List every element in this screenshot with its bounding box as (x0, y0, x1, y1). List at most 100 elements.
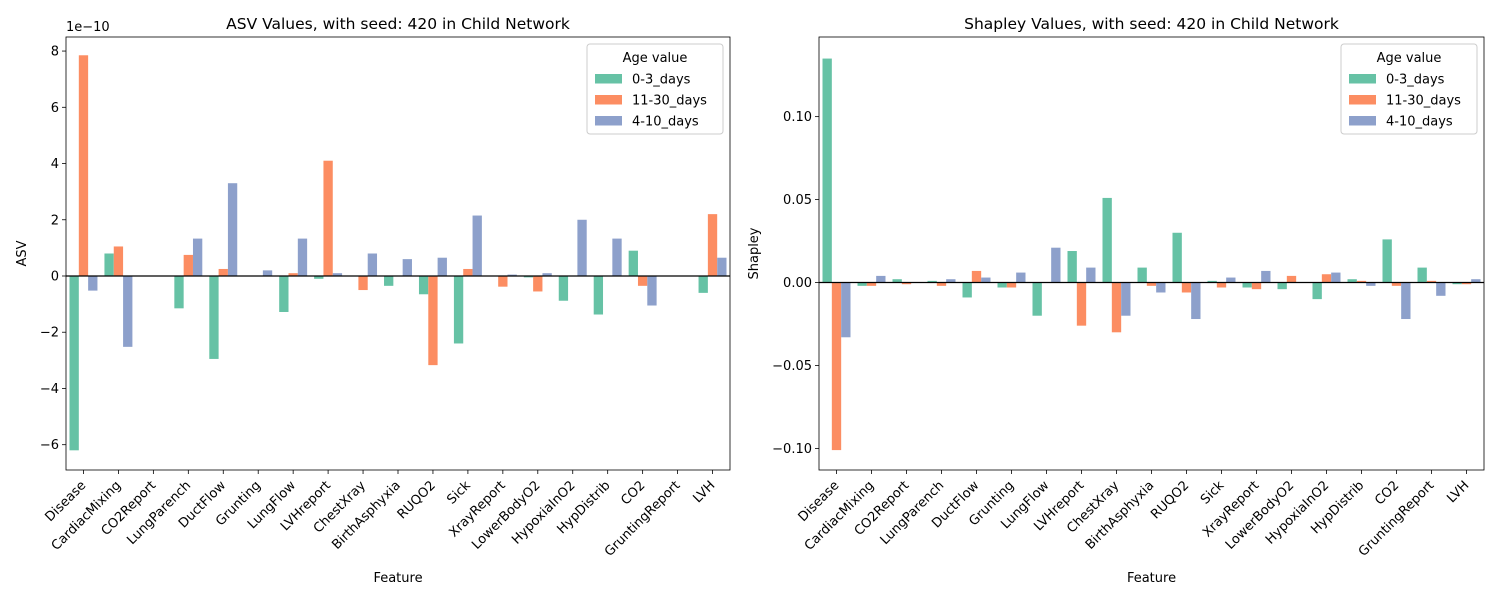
bar-4-10_days-CO2 (647, 275, 657, 306)
legend-label: 11-30_days (1386, 94, 1461, 109)
legend-swatch-4-10_days (1349, 116, 1376, 126)
legend-box (586, 43, 724, 135)
chart-panel-1: −6−4−202468DiseaseCardiacMixingCO2Report… (15, 15, 731, 586)
bar-0-3_days-LVHreport (1067, 251, 1077, 283)
bar-11-30_days-DuctFlow (218, 268, 228, 276)
bar-0-3_days-LungFlow (279, 275, 289, 312)
bar-4-10_days-HypoxiaInO2 (577, 219, 587, 276)
bar-11-30_days-CardiacMixing (866, 282, 877, 286)
bar-0-3_days-CardiacMixing (857, 282, 867, 286)
x-tick-label: Sick (1198, 478, 1228, 508)
x-tick-label: RUQO2 (395, 478, 439, 522)
bar-0-3_days-HypDistrib (593, 275, 604, 315)
y-tick-label: 6 (51, 101, 59, 116)
bar-11-30_days-CO2 (1391, 282, 1402, 286)
bar-4-10_days-HypDistrib (612, 238, 622, 276)
y-tick-label: 0.10 (783, 110, 812, 125)
bar-11-30_days-CardiacMixing (113, 246, 124, 276)
legend-swatch-0-3_days (595, 74, 622, 84)
bar-0-3_days-XrayReport (1242, 282, 1252, 288)
y-tick-label: −4 (40, 382, 59, 397)
bar-11-30_days-LungParench (936, 282, 947, 286)
bar-0-3_days-DuctFlow (962, 282, 972, 298)
legend-title: Age value (1377, 51, 1442, 66)
bar-4-10_days-XrayReport (1261, 270, 1271, 283)
bar-0-3_days-RUQO2 (1172, 232, 1182, 283)
bar-11-30_days-LowerBodyO2 (1286, 275, 1297, 283)
bar-0-3_days-LungParench (174, 275, 184, 309)
bar-4-10_days-BirthAsphyxia (1156, 282, 1166, 293)
bar-0-3_days-Sick (453, 275, 464, 344)
bar-11-30_days-LVHreport (323, 160, 333, 276)
y-tick-label: −6 (40, 438, 59, 453)
y-axis-label: ASV (15, 240, 30, 266)
bar-0-3_days-Grunting (997, 282, 1007, 288)
bar-4-10_days-LowerBodyO2 (542, 273, 552, 276)
bar-11-30_days-DuctFlow (971, 270, 982, 283)
chart-title: Shapley Values, with seed: 420 in Child … (964, 15, 1339, 33)
bar-11-30_days-XrayReport (1251, 282, 1262, 290)
x-tick-label: LVH (1444, 478, 1472, 506)
bar-11-30_days-LowerBodyO2 (533, 275, 543, 292)
bar-11-30_days-HypDistrib (1356, 280, 1367, 283)
bar-11-30_days-Grunting (1006, 282, 1017, 288)
bar-4-10_days-CardiacMixing (123, 275, 133, 347)
bar-0-3_days-LVH (1452, 282, 1462, 285)
x-tick-label: LVH (690, 478, 718, 506)
bar-4-10_days-CardiacMixing (876, 275, 886, 283)
bar-11-30_days-CO2 (637, 275, 648, 286)
x-tick-label: CO2 (618, 478, 648, 508)
bar-11-30_days-LungFlow (288, 273, 298, 276)
bar-11-30_days-Sick (463, 268, 473, 276)
bar-0-3_days-ChestXray (1102, 197, 1112, 283)
bar-0-3_days-LowerBodyO2 (1277, 282, 1287, 290)
axis-scale-label: 1e−10 (66, 20, 110, 35)
bar-0-3_days-HypDistrib (1347, 279, 1357, 283)
legend: Age value 0-3_days 11-30_days 4-10_days (586, 43, 724, 135)
bar-4-10_days-Sick (1226, 277, 1236, 283)
bar-4-10_days-LungFlow (1051, 247, 1061, 283)
legend-title: Age value (623, 51, 688, 66)
bar-0-3_days-HypoxiaInO2 (558, 275, 569, 301)
bar-4-10_days-HypDistrib (1366, 282, 1376, 286)
bar-11-30_days-RUQO2 (428, 275, 438, 366)
y-tick-label: 4 (51, 157, 59, 172)
bar-4-10_days-LVH (1471, 279, 1481, 283)
bar-11-30_days-LungParench (183, 254, 193, 276)
bar-4-10_days-GruntingReport (1436, 282, 1446, 296)
y-tick-label: −0.10 (772, 442, 812, 457)
legend-swatch-4-10_days (595, 116, 622, 126)
bar-11-30_days-Disease (78, 55, 89, 276)
bar-0-3_days-LVH (698, 275, 708, 293)
legend-label: 4-10_days (1386, 115, 1453, 130)
bar-0-3_days-BirthAsphyxia (384, 275, 394, 286)
y-tick-label: −0.05 (772, 359, 812, 374)
x-tick-label: CO2 (1372, 478, 1402, 508)
bar-11-30_days-ChestXray (358, 275, 368, 291)
bar-4-10_days-CO2 (1401, 282, 1411, 320)
legend-swatch-0-3_days (1349, 74, 1376, 84)
bar-4-10_days-RUQO2 (437, 257, 447, 276)
bar-11-30_days-ChestXray (1111, 282, 1122, 333)
bar-0-3_days-HypoxiaInO2 (1312, 282, 1322, 300)
legend-label: 0-3_days (1386, 73, 1445, 88)
y-tick-label: 2 (51, 213, 59, 228)
bar-0-3_days-LungParench (927, 280, 937, 283)
bar-11-30_days-Disease (831, 282, 842, 451)
chart-panel-2: −0.10−0.050.000.050.10DiseaseCardiacMixi… (747, 15, 1485, 586)
y-axis-label: Shapley (747, 227, 762, 279)
bar-11-30_days-Sick (1216, 282, 1227, 288)
x-axis-label: Feature (1127, 571, 1176, 586)
bar-0-3_days-CO2 (1382, 239, 1392, 283)
bar-0-3_days-GruntingReport (1417, 267, 1427, 283)
bar-4-10_days-HypoxiaInO2 (1331, 272, 1341, 283)
legend-label: 4-10_days (632, 115, 699, 130)
bar-4-10_days-LVHreport (332, 273, 343, 276)
y-tick-label: 0 (51, 269, 59, 284)
bar-0-3_days-RUQO2 (418, 275, 429, 295)
bar-0-3_days-BirthAsphyxia (1137, 267, 1147, 283)
bar-0-3_days-CardiacMixing (104, 253, 114, 276)
y-tick-label: 0.05 (783, 193, 812, 208)
bar-0-3_days-Sick (1207, 280, 1217, 283)
